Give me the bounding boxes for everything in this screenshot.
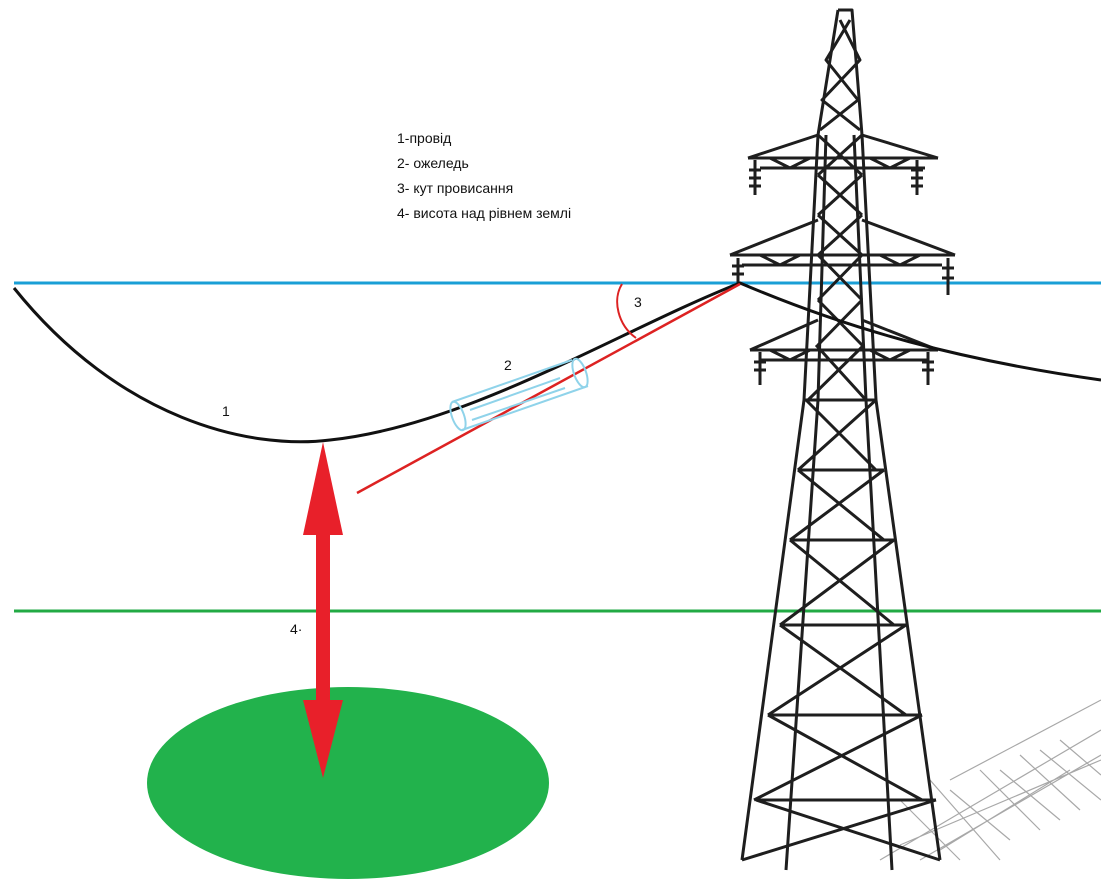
legend: 1-провід 2- ожеледь 3- кут провисання 4-… xyxy=(397,126,571,226)
angle-label: 3 xyxy=(634,294,642,310)
sag-angle-arc xyxy=(616,283,637,339)
legend-item-ice: 2- ожеледь xyxy=(397,155,469,171)
ice-deposit xyxy=(449,357,589,432)
legend-item-height: 4- висота над рівнем землі xyxy=(397,205,572,221)
legend-item-angle: 3- кут провисання xyxy=(397,180,514,196)
insulators xyxy=(732,160,954,385)
height-label: 4· xyxy=(290,621,302,637)
ice-label: 2 xyxy=(504,357,512,373)
tower-shadow xyxy=(879,699,1101,861)
wire-label: 1 xyxy=(222,403,230,419)
sag-tangent-line xyxy=(356,282,741,495)
ground-patch xyxy=(147,687,549,879)
transmission-tower xyxy=(729,8,956,871)
legend-item-wire: 1-провід xyxy=(397,130,452,146)
conductor-wire xyxy=(12,281,1101,444)
height-arrow xyxy=(303,442,343,778)
